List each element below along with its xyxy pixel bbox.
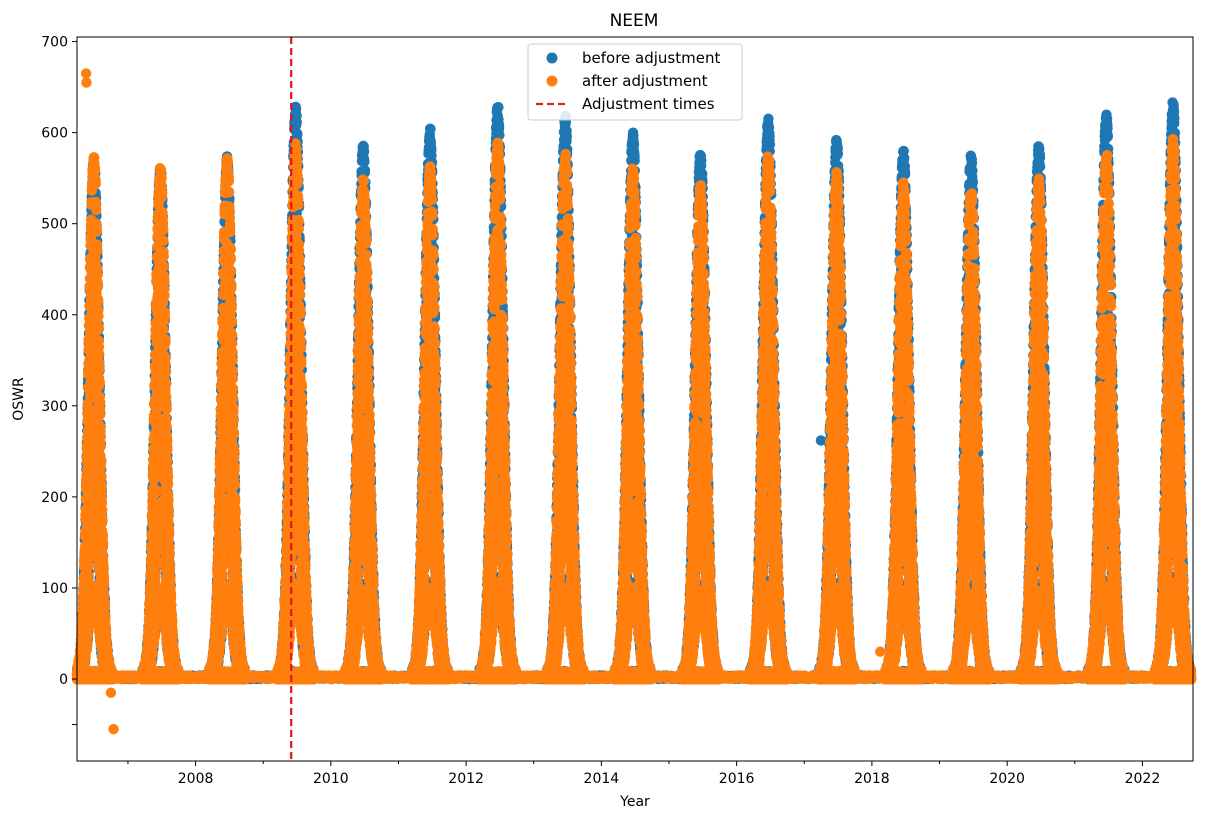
chart-title: NEEM (610, 11, 659, 31)
data-points (71, 68, 1197, 735)
